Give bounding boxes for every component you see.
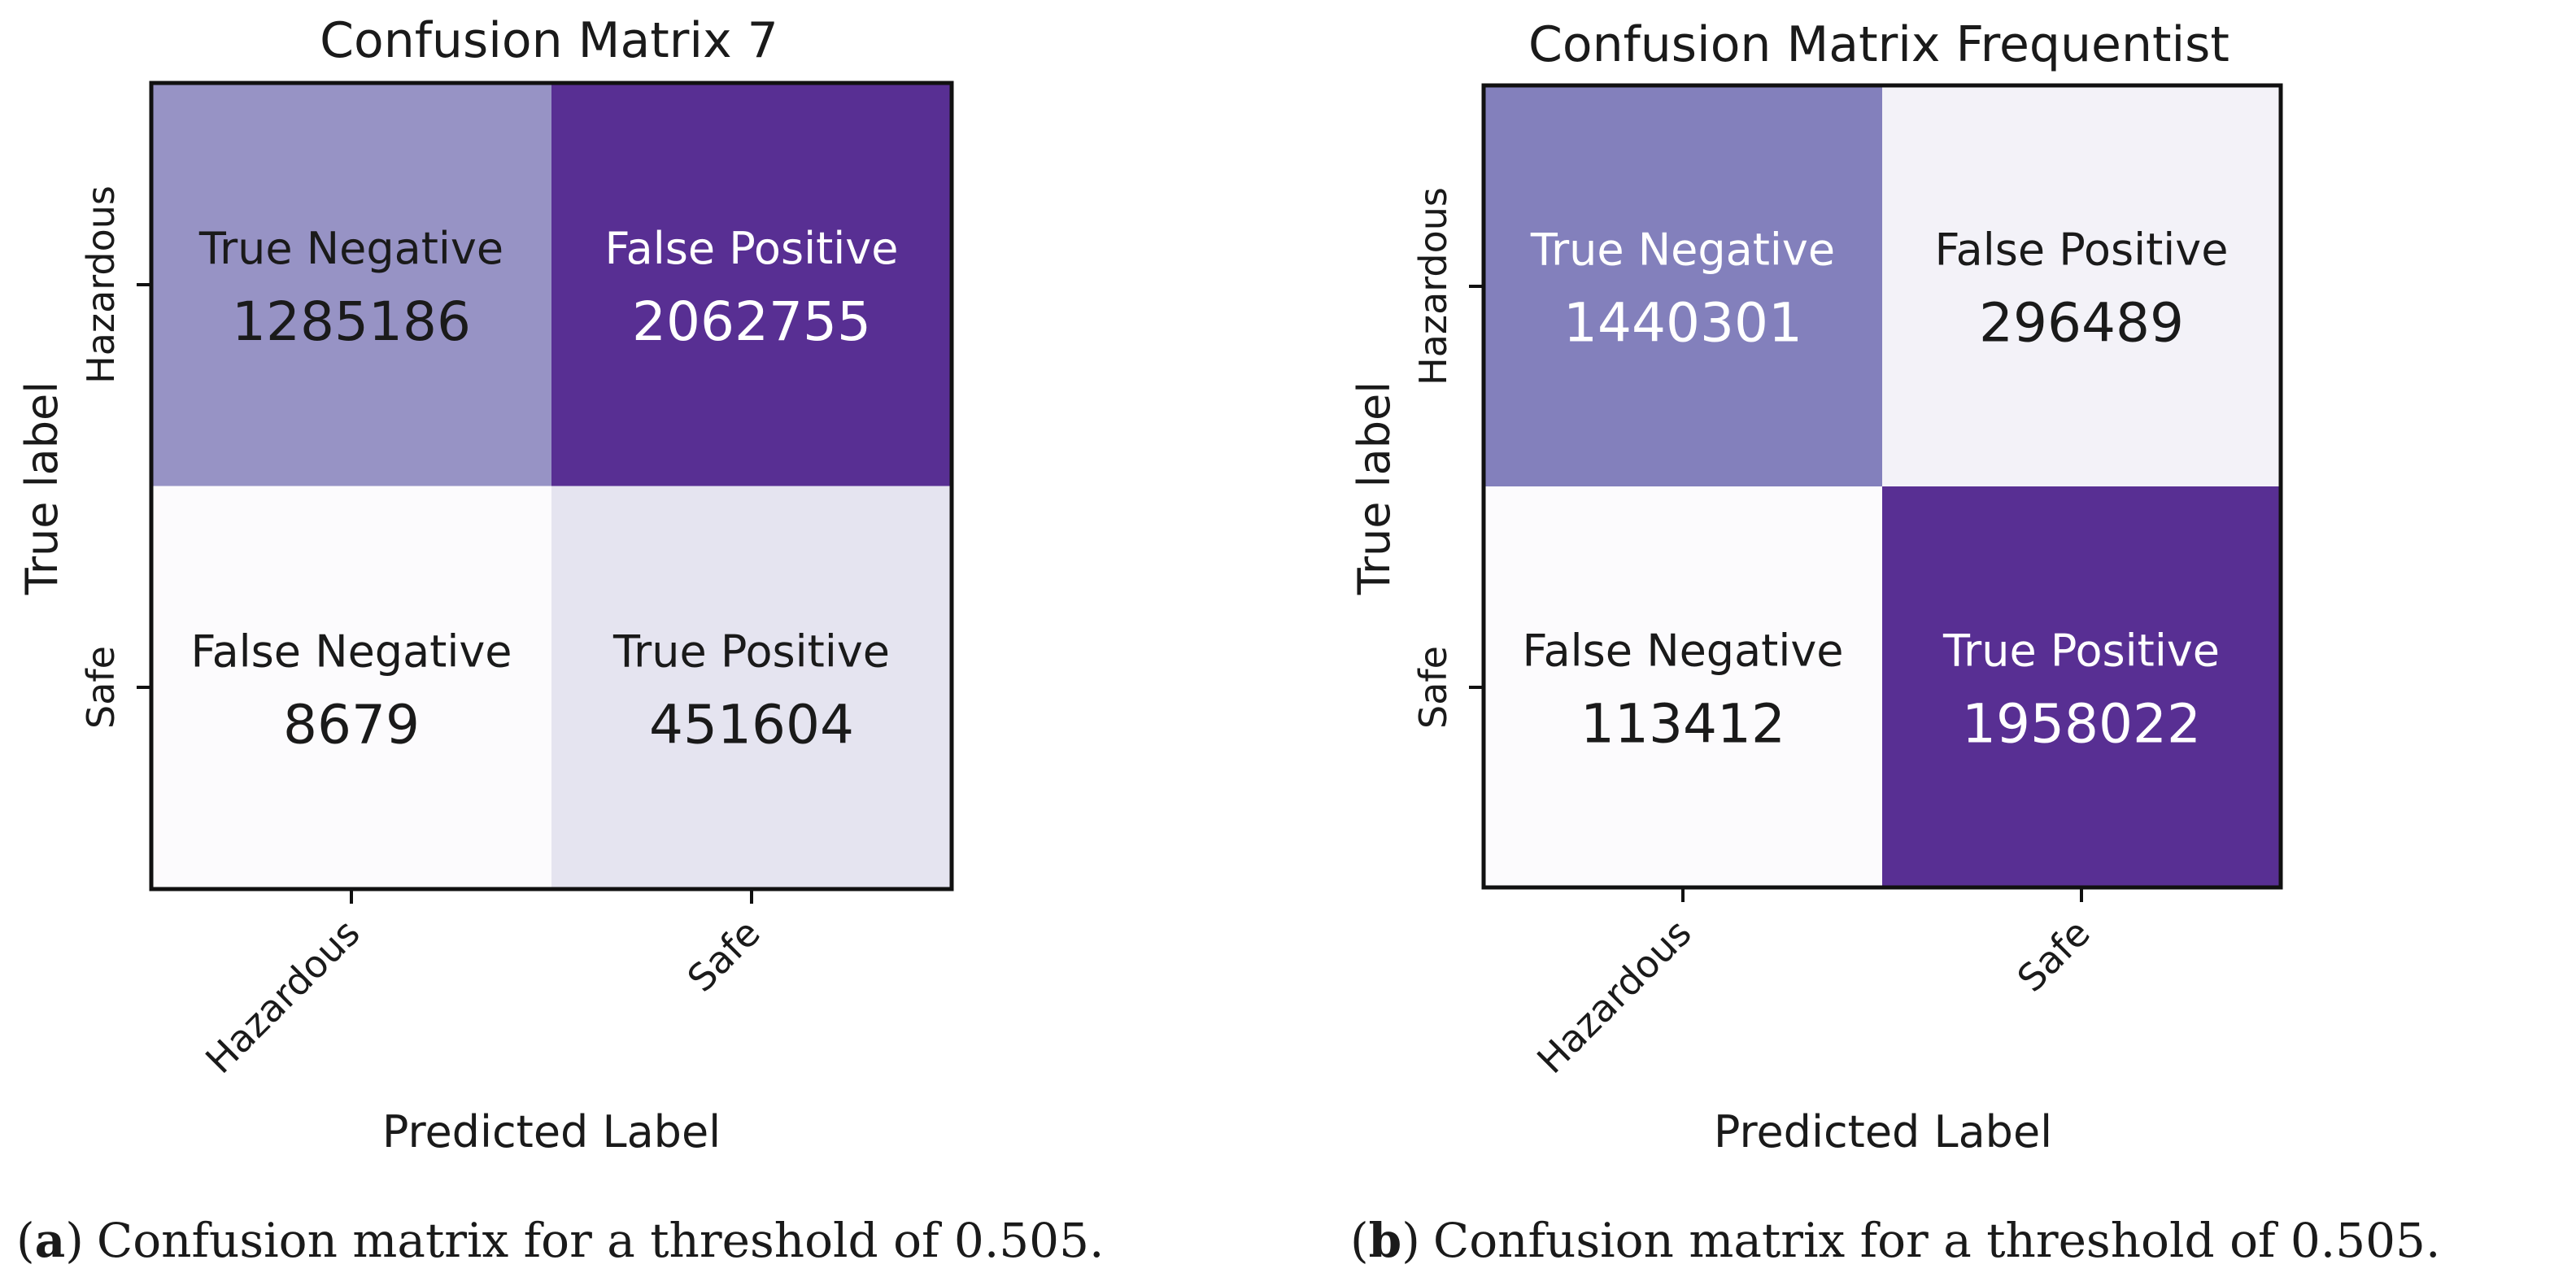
panel-a-caption-text: Confusion matrix for a threshold of 0.50… [97, 1213, 1105, 1268]
panel-a-cell-true-negative [151, 83, 551, 486]
panel-b-cell-label-false-negative: False Negative [1522, 626, 1843, 677]
panel-b-title: Confusion Matrix Frequentist [1528, 16, 2229, 73]
panel-a-title: Confusion Matrix 7 [320, 12, 778, 69]
panel-a-cell-value-true-negative: 1285186 [232, 290, 471, 353]
panel-b-caption-tag-open: ( [1350, 1213, 1369, 1268]
panel-a-cell-true-positive [551, 486, 952, 889]
panel-a-cell-false-negative [151, 486, 551, 889]
panel-b: Confusion Matrix Frequentist True Negati… [1349, 16, 2440, 1268]
panel-b-cell-value-true-positive: 1958022 [1962, 693, 2201, 756]
panel-a-cell-value-true-positive: 451604 [649, 693, 854, 756]
panel-b-axes-frame [1481, 83, 2283, 890]
panel-a-cell-label-true-positive: True Positive [612, 626, 890, 677]
panel-b-cell-value-false-negative: 113412 [1580, 693, 1785, 756]
panel-a-caption: (a) Confusion matrix for a threshold of 0… [16, 1213, 1104, 1268]
panel-b-caption-tag: b [1369, 1213, 1402, 1268]
panel-b-ytick-hazardous: Hazardous [1411, 187, 1455, 386]
panel-b-cell-value-false-positive: 296489 [1979, 292, 2184, 355]
panel-b-caption-tag-close: ) [1401, 1213, 1420, 1268]
panel-a-caption-tag-open: ( [16, 1213, 35, 1268]
panel-a-axes-frame [149, 81, 954, 891]
panel-b-caption: (b) Confusion matrix for a threshold of 0… [1350, 1213, 2440, 1268]
panel-a: Confusion Matrix 7 True Negative 1285186 F… [16, 12, 1104, 1268]
panel-a-xlabel: Predicted Label [382, 1106, 721, 1157]
panel-a-caption-tag: a [35, 1213, 66, 1268]
panel-a-ytick-safe: Safe [79, 646, 123, 729]
panel-a-cell-label-false-negative: False Negative [190, 626, 512, 677]
panel-a-caption-tag-close: ) [65, 1213, 84, 1268]
panel-a-ylabel: True label [16, 381, 68, 595]
panel-b-ylabel: True label [1349, 381, 1400, 595]
panel-a-cells: True Negative 1285186 False Positive 206275… [151, 83, 952, 889]
panel-b-cell-false-positive [1882, 85, 2281, 486]
panel-b-cell-label-true-negative: True Negative [1530, 225, 1835, 276]
panel-a-cell-value-false-positive: 2062755 [632, 290, 871, 353]
panel-b-ytick-safe: Safe [1411, 646, 1455, 729]
panel-b-cell-label-true-positive: True Positive [1942, 626, 2220, 677]
panel-a-cell-label-false-positive: False Positive [605, 223, 899, 274]
panel-b-cell-true-positive [1882, 486, 2281, 887]
panel-a-cell-false-positive [551, 83, 952, 486]
panel-b-xlabel: Predicted Label [1714, 1106, 2052, 1157]
panel-b-cell-false-negative [1484, 486, 1882, 887]
panel-a-cell-value-false-negative: 8679 [283, 693, 420, 756]
panel-b-cell-label-false-positive: False Positive [1935, 225, 2229, 276]
panel-b-cell-value-true-negative: 1440301 [1563, 292, 1802, 355]
panel-b-cells: True Negative 1440301 False Positive 296489… [1484, 85, 2281, 887]
panel-a-cell-label-true-negative: True Negative [198, 223, 503, 274]
panel-b-caption-text: Confusion matrix for a threshold of 0.50… [1433, 1213, 2441, 1268]
panel-a-ytick-hazardous: Hazardous [79, 185, 123, 384]
panel-b-cell-true-negative [1484, 85, 1882, 486]
